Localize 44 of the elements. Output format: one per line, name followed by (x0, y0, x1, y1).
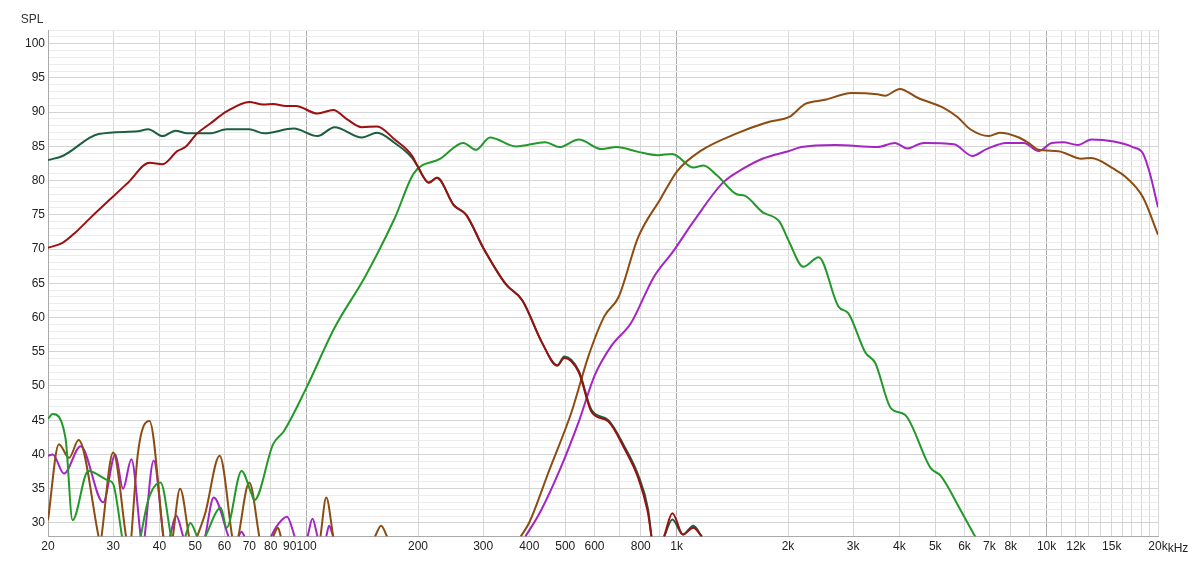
x-tick-label: 500 (555, 539, 576, 554)
x-tick-label: 1k (670, 539, 684, 554)
y-tick-label: 55 (31, 344, 46, 359)
x-tick-label: 60 (217, 539, 232, 554)
x-tick-label: 100 (296, 539, 317, 554)
x-axis-title: kHz (1167, 540, 1189, 555)
x-tick-label: 400 (519, 539, 540, 554)
x-tick-label: 600 (584, 539, 605, 554)
x-tick-label: 200 (407, 539, 429, 554)
x-tick-label: 12k (1066, 539, 1087, 554)
y-tick-label: 95 (31, 70, 46, 85)
x-tick-label: 5k (928, 539, 943, 554)
y-tick-label: 45 (31, 412, 46, 427)
y-tick-label: 60 (31, 309, 46, 324)
x-tick-label: 20 (41, 539, 55, 554)
x-tick-label: 7k (982, 539, 997, 554)
y-axis-title: SPL (20, 12, 44, 27)
x-tick-label: 20k (1148, 539, 1169, 554)
y-tick-label: 50 (31, 378, 46, 393)
x-tick-label: 10k (1036, 539, 1058, 554)
y-tick-label: 35 (31, 480, 46, 495)
y-tick-label: 70 (31, 241, 46, 256)
x-tick-label: 3k (846, 539, 861, 554)
x-tick-label: 6k (958, 539, 972, 554)
y-tick-label: 65 (31, 275, 46, 290)
y-tick-label: 100 (24, 36, 46, 50)
x-tick-label: 300 (473, 539, 494, 554)
y-tick-label: 30 (31, 515, 46, 530)
x-tick-label: 40 (152, 539, 167, 554)
x-tick-label: 2k (781, 539, 796, 554)
x-tick-label: 80 (264, 539, 278, 554)
x-tick-label: 90 (283, 539, 297, 554)
y-tick-label: 75 (31, 207, 46, 222)
y-tick-label: 80 (31, 172, 46, 187)
x-tick-label: 15k (1102, 539, 1123, 554)
x-tick-label: 4k (893, 539, 907, 554)
x-tick-label: 70 (242, 539, 257, 554)
x-tick-label: 8k (1004, 539, 1019, 554)
y-tick-label: 90 (31, 104, 46, 119)
x-tick-label: 50 (188, 539, 203, 554)
y-tick-label: 40 (31, 446, 46, 461)
x-tick-label: 800 (630, 539, 652, 554)
y-tick-label: 85 (31, 138, 46, 153)
x-tick-label: 30 (106, 539, 121, 554)
